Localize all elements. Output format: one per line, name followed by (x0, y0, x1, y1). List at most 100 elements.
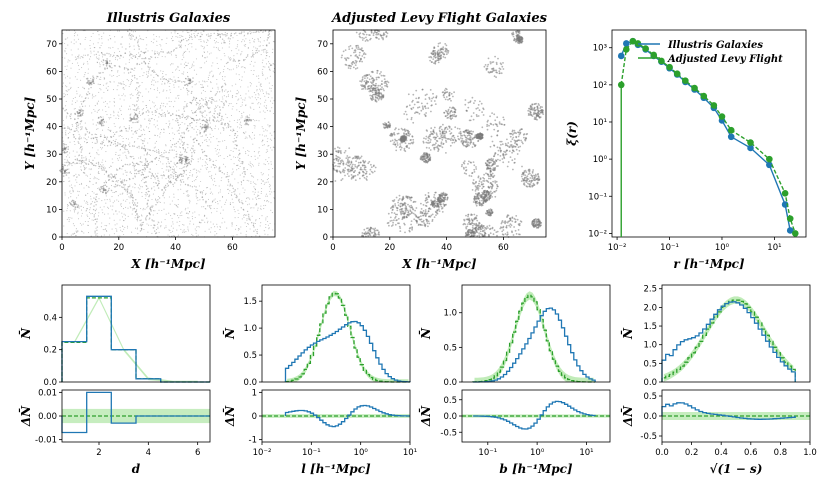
galaxy-point (168, 162, 170, 165)
galaxy-point (106, 61, 108, 64)
galaxy-point (123, 185, 125, 187)
galaxy-point (103, 166, 105, 168)
galaxy-point (175, 146, 177, 148)
galaxy-point (261, 141, 263, 143)
galaxy-point (137, 106, 139, 108)
galaxy-point (220, 180, 222, 182)
galaxy-point (144, 62, 147, 65)
galaxy-point (270, 87, 272, 90)
galaxy-point (154, 224, 156, 227)
galaxy-point (92, 43, 95, 45)
galaxy-point (129, 54, 131, 57)
galaxy-point (191, 112, 193, 114)
galaxy-point (99, 72, 102, 74)
galaxy-point (107, 176, 110, 178)
galaxy-point (382, 88, 385, 90)
galaxy-point (64, 147, 66, 150)
galaxy-point (92, 80, 95, 83)
galaxy-point (204, 103, 206, 105)
galaxy-point (249, 228, 251, 230)
galaxy-point (207, 35, 210, 37)
galaxy-point (227, 181, 230, 183)
galaxy-point (170, 231, 172, 234)
galaxy-point (345, 157, 348, 160)
galaxy-point (363, 75, 366, 77)
galaxy-point (104, 167, 106, 169)
galaxy-point (69, 116, 72, 118)
galaxy-point (104, 105, 106, 107)
galaxy-point (131, 130, 133, 132)
galaxy-point (201, 128, 203, 130)
galaxy-point (72, 201, 75, 203)
galaxy-point (136, 146, 138, 149)
galaxy-point (69, 131, 71, 133)
galaxy-point (119, 168, 121, 170)
galaxy-point (121, 95, 123, 97)
galaxy-point (96, 142, 98, 144)
galaxy-point (518, 233, 520, 236)
galaxy-point (268, 30, 271, 32)
galaxy-point (79, 57, 81, 59)
galaxy-point (89, 82, 92, 84)
galaxy-point (80, 160, 83, 162)
galaxy-point (427, 192, 430, 194)
galaxy-point (501, 158, 504, 160)
galaxy-point (266, 200, 269, 202)
galaxy-point (209, 175, 211, 177)
galaxy-point (447, 98, 449, 101)
galaxy-point (489, 214, 491, 217)
galaxy-point (199, 221, 201, 223)
galaxy-point (161, 154, 163, 156)
galaxy-point (517, 146, 520, 149)
galaxy-point (67, 217, 70, 219)
galaxy-point (74, 130, 76, 132)
galaxy-point (91, 133, 93, 136)
galaxy-point (125, 48, 127, 50)
galaxy-point (160, 106, 162, 108)
galaxy-point (188, 199, 190, 201)
galaxy-point (253, 108, 255, 110)
galaxy-point (504, 142, 507, 145)
galaxy-point (206, 168, 208, 170)
galaxy-point (143, 167, 146, 169)
galaxy-point (97, 76, 99, 78)
galaxy-point (195, 232, 197, 234)
galaxy-point (87, 72, 89, 74)
galaxy-point (86, 77, 89, 80)
galaxy-point (134, 202, 136, 204)
galaxy-point (100, 44, 102, 47)
galaxy-point (154, 232, 157, 235)
galaxy-point (239, 153, 241, 155)
galaxy-point (91, 147, 94, 149)
galaxy-point (109, 176, 111, 178)
galaxy-point (215, 106, 218, 108)
galaxy-point (156, 44, 158, 47)
galaxy-point (104, 53, 106, 56)
galaxy-point (172, 177, 175, 179)
galaxy-point (462, 166, 465, 169)
galaxy-point (77, 230, 79, 232)
galaxy-point (236, 224, 238, 227)
galaxy-point (114, 183, 117, 186)
galaxy-point (133, 204, 135, 206)
galaxy-point (204, 110, 206, 113)
galaxy-point (174, 120, 177, 122)
galaxy-point (246, 122, 248, 125)
galaxy-point (267, 150, 269, 152)
galaxy-point (363, 232, 365, 235)
galaxy-point (198, 214, 200, 216)
galaxy-point (64, 194, 66, 196)
galaxy-point (117, 158, 119, 160)
galaxy-point (132, 197, 134, 199)
galaxy-point (222, 106, 224, 109)
galaxy-point (238, 167, 240, 170)
galaxy-point (74, 207, 76, 209)
galaxy-point (137, 55, 140, 58)
galaxy-point (189, 82, 192, 84)
galaxy-point (183, 155, 186, 158)
galaxy-point (134, 217, 136, 219)
galaxy-point (74, 143, 76, 146)
galaxy-point (162, 112, 164, 114)
galaxy-point (468, 218, 470, 221)
galaxy-point (246, 119, 248, 121)
